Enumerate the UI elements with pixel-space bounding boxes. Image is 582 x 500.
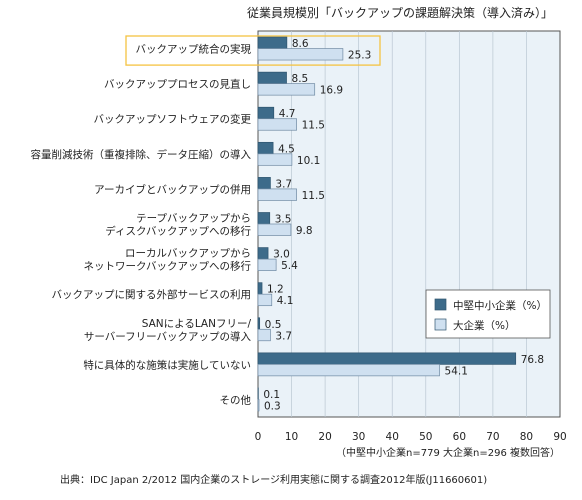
x-tick-label: 20 [318,431,331,443]
data-label: 25.3 [348,50,371,62]
legend-swatch [434,298,447,311]
x-tick-label: 0 [255,431,262,443]
data-label: 3.0 [273,249,290,261]
x-tick-label: 50 [419,431,432,443]
x-tick-label: 80 [520,431,533,443]
x-tick-label: 70 [486,431,499,443]
data-label: 1.2 [267,284,284,296]
category-label: ローカルバックアップから [125,248,251,260]
data-label: 0.1 [263,389,280,401]
data-label: 8.5 [292,73,309,85]
bar-midsize-enterprise [257,352,517,365]
category-label: バックアッププロセスの見直し [104,78,251,91]
data-label: 0.5 [265,319,282,331]
bar-large-enterprise [257,118,297,131]
bar-large-enterprise [257,293,273,307]
bar-large-enterprise [257,258,277,271]
data-label: 5.4 [281,260,298,272]
x-tick-label: 10 [285,431,298,443]
category-label: SANによるLANフリー/ [142,318,252,330]
data-label: 4.7 [279,108,296,120]
bar-midsize-enterprise [257,106,275,120]
category-label: バックアップに関する外部サービスの利用 [52,288,252,301]
bar-large-enterprise [257,223,292,236]
bar-large-enterprise [257,188,297,201]
source-caption: 出典：IDC Japan 2/2012 国内企業のストレージ利用実態に関する調査… [60,473,487,486]
data-label: 3.7 [275,330,292,342]
category-label: 容量削減技術（重複排除、データ圧縮）の導入 [31,148,252,161]
data-label: 8.6 [292,38,309,50]
bar-large-enterprise [257,153,293,166]
bar-large-enterprise [257,328,271,342]
data-label: 16.9 [320,85,343,97]
bar-midsize-enterprise [257,36,288,49]
data-label: 54.1 [445,365,468,377]
data-label: 11.5 [302,120,325,132]
data-label: 3.7 [275,178,292,190]
highlight-box [125,35,381,66]
category-label: サーバーフリーバックアップの導入 [84,330,252,343]
highlight-frame [125,35,381,66]
bar-large-enterprise [257,399,260,412]
bar-large-enterprise [257,48,344,61]
sample-size-note: （中堅中小企業n=779 大企業n=296 複数回答） [336,446,560,459]
data-label: 10.1 [297,155,320,167]
x-tick-label: 60 [453,431,466,443]
category-label: テープバックアップから [136,213,251,225]
data-label: 9.8 [296,225,313,237]
data-label: 76.8 [521,354,544,366]
bar-large-enterprise [257,83,316,96]
category-label: バックアップソフトウェアの変更 [94,113,252,126]
category-labels: バックアップ統合の実現バックアッププロセスの見直しバックアップソフトウェアの変更… [31,43,252,407]
category-label: ネットワークバックアップへの移行 [84,260,252,273]
legend-label: 中堅中小企業（%） [453,299,547,312]
bar-large-enterprise [257,364,440,377]
category-label: バックアップ統合の実現 [136,43,252,56]
data-label: 4.5 [278,143,295,155]
bar-midsize-enterprise [257,317,261,330]
bar-midsize-enterprise [257,247,269,260]
legend: 中堅中小企業（%） 大企業（%） [425,289,551,339]
bar-midsize-enterprise [257,212,271,225]
category-label: アーカイブとバックアップの併用 [94,183,251,196]
x-tick-labels: 0 10 20 30 40 50 60 70 80 90 [255,431,567,443]
bar-midsize-enterprise [257,141,274,155]
chart-title: 従業員規模別「バックアップの課題解決策（導入済み）」 [247,5,553,20]
bars: 8.6 25.3 8.5 16.9 4.7 11.5 4.510.1 3.7 11.5 3.5 9.… [257,36,544,412]
category-label: 特に具体的な施策は実施していない [83,358,251,371]
legend-swatch [434,318,447,331]
category-label: その他 [220,393,252,406]
data-label: 3.5 [275,214,292,226]
bar-midsize-enterprise [257,177,271,190]
data-label: 4.1 [277,295,294,307]
x-tick-label: 40 [386,431,399,443]
legend-box [425,289,551,339]
data-label: 0.3 [264,400,281,412]
bar-midsize-enterprise [257,71,287,84]
bar-midsize-enterprise [257,282,263,295]
category-label: ディスクバックアップへの移行 [105,225,251,238]
legend-label: 大企業（%） [453,319,515,332]
x-tick-label: 30 [352,431,365,443]
data-label: 11.5 [302,190,325,202]
x-tick-label: 90 [553,431,566,443]
